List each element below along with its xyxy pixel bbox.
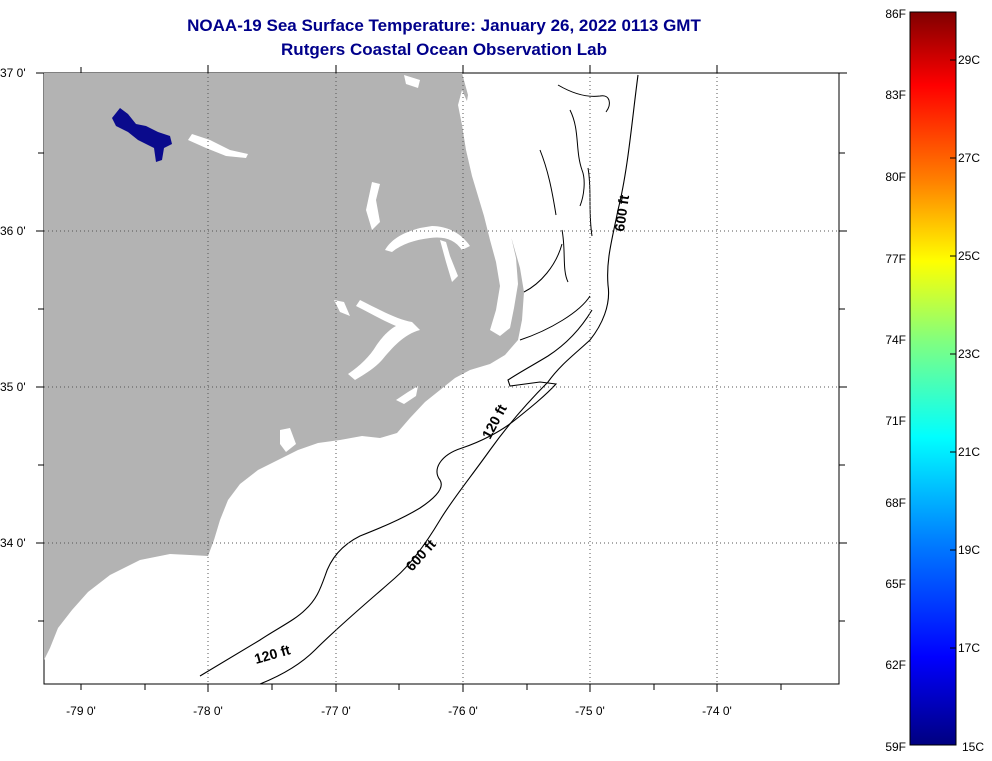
lat-label: 35 0' — [0, 380, 26, 394]
colorbar-f-label: 65F — [885, 577, 906, 591]
lon-label: -79 0' — [66, 704, 96, 718]
lon-label: -78 0' — [193, 704, 223, 718]
longitude-labels: -79 0' -78 0' -77 0' -76 0' -75 0' -74 0… — [66, 704, 732, 718]
colorbar-c-label: 27C — [958, 151, 980, 165]
colorbar-c-label: 21C — [958, 445, 980, 459]
colorbar-f-label: 74F — [885, 333, 906, 347]
map-ticks — [36, 65, 847, 692]
colorbar-f-label: 62F — [885, 658, 906, 672]
contour-label: 600 ft — [611, 194, 632, 233]
outer-banks-shoreline — [519, 84, 610, 341]
lake-area — [112, 108, 172, 162]
colorbar-f-label: 77F — [885, 252, 906, 266]
colorbar-c-label: 17C — [958, 641, 980, 655]
colorbar-f-label: 86F — [885, 7, 906, 21]
lon-label: -74 0' — [702, 704, 732, 718]
colorbar-f-label: 68F — [885, 496, 906, 510]
colorbar-f-label: 59F — [885, 740, 906, 754]
lon-label: -76 0' — [448, 704, 478, 718]
lat-label: 34 0' — [0, 536, 26, 550]
lat-label: 36 0' — [0, 224, 26, 238]
colorbar-celsius-labels: 29C 27C 25C 23C 21C 19C 17C 15C — [958, 53, 984, 754]
land-area — [44, 73, 524, 660]
colorbar-c-label: 29C — [958, 53, 980, 67]
colorbar-c-label: 25C — [958, 249, 980, 263]
colorbar — [909, 11, 957, 746]
colorbar-f-label: 71F — [885, 414, 906, 428]
contour-600ft — [259, 74, 639, 684]
colorbar-f-label: 83F — [885, 88, 906, 102]
colorbar-ticks — [950, 59, 956, 649]
lon-label: -77 0' — [321, 704, 351, 718]
map-subtitle: Rutgers Coastal Ocean Observation Lab — [281, 40, 607, 59]
contour-120ft — [199, 309, 593, 677]
map-title: NOAA-19 Sea Surface Temperature: January… — [187, 16, 701, 35]
colorbar-fahrenheit-labels: 86F 83F 80F 77F 74F 71F 68F 65F 62F 59F — [885, 7, 906, 754]
inland-water — [188, 75, 518, 452]
lat-label: 37 0' — [0, 66, 26, 80]
graticule — [44, 73, 839, 684]
latitude-labels: 37 0' 36 0' 35 0' 34 0' — [0, 66, 26, 550]
lon-label: -75 0' — [575, 704, 605, 718]
colorbar-c-label: 23C — [958, 347, 980, 361]
colorbar-c-label: 15C — [962, 740, 984, 754]
colorbar-c-label: 19C — [958, 543, 980, 557]
colorbar-f-label: 80F — [885, 170, 906, 184]
